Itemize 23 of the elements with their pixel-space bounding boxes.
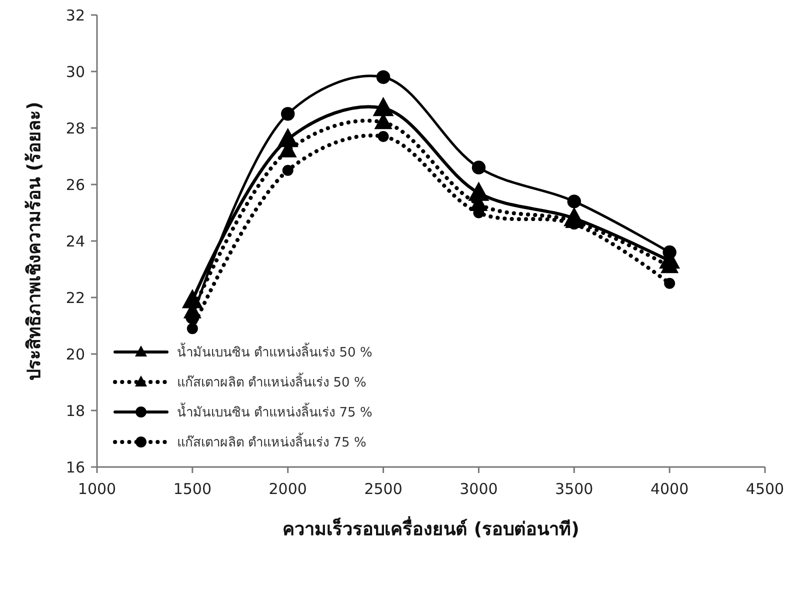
y-tick-label: 26: [66, 176, 85, 194]
x-tick-label: 1500: [173, 480, 212, 498]
y-tick-label: 30: [66, 62, 85, 81]
legend-label: แก๊สเตาผลิต ตำแหน่งลิ้นเร่ง 75 %: [177, 432, 366, 451]
y-tick-label: 28: [66, 119, 85, 138]
x-tick-label: 2000: [268, 480, 307, 498]
x-axis-title: ความเร็วรอบเครื่องยนต์ (รอบต่อนาที): [282, 516, 580, 540]
y-tick-label: 24: [66, 232, 85, 250]
y-tick-label: 20: [66, 345, 85, 364]
y-tick-label: 16: [66, 458, 85, 476]
y-tick-label: 18: [66, 402, 85, 420]
x-tick-label: 1000: [78, 480, 116, 498]
legend-label: แก๊สเตาผลิต ตำแหน่งลิ้นเร่ง 50 %: [177, 372, 366, 391]
legend-label: น้ำมันเบนซิน ตำแหน่งลิ้นเร่ง 75 %: [177, 402, 372, 421]
y-tick-label: 32: [66, 6, 85, 24]
x-tick-label: 3000: [460, 480, 498, 498]
x-tick-label: 4500: [746, 480, 784, 498]
legend-label: น้ำมันเบนซิน ตำแหน่งลิ้นเร่ง 50 %: [177, 342, 372, 361]
x-tick-label: 3500: [555, 480, 594, 498]
y-axis-title: ประสิทธิภาพเชิงความร้อน (ร้อยละ): [24, 102, 45, 380]
y-tick-label: 22: [66, 288, 85, 307]
x-tick-label: 4000: [650, 480, 689, 498]
x-tick-label: 2500: [364, 480, 402, 498]
